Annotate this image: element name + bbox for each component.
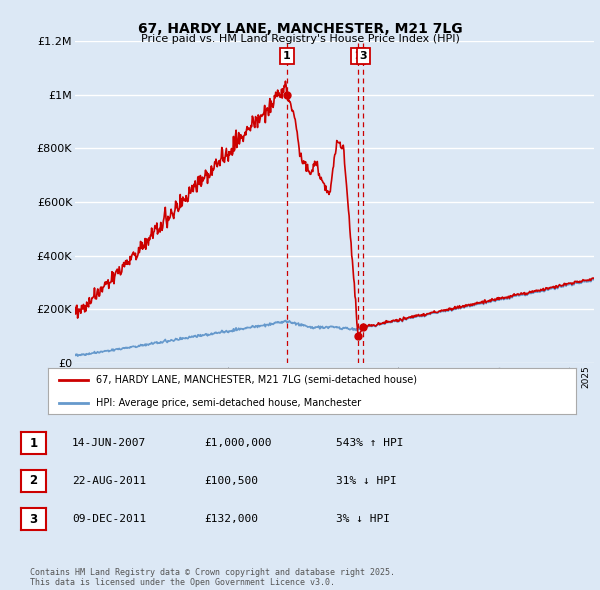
Text: 3% ↓ HPI: 3% ↓ HPI [336, 514, 390, 524]
Text: 1: 1 [283, 51, 291, 61]
Text: 2: 2 [29, 474, 38, 487]
Text: £100,500: £100,500 [204, 476, 258, 486]
Text: 09-DEC-2011: 09-DEC-2011 [72, 514, 146, 524]
Text: £1,000,000: £1,000,000 [204, 438, 271, 448]
Text: 1: 1 [29, 437, 38, 450]
Text: £132,000: £132,000 [204, 514, 258, 524]
Text: 543% ↑ HPI: 543% ↑ HPI [336, 438, 404, 448]
Text: 67, HARDY LANE, MANCHESTER, M21 7LG: 67, HARDY LANE, MANCHESTER, M21 7LG [137, 22, 463, 37]
Text: 3: 3 [29, 513, 38, 526]
Text: 2: 2 [354, 51, 362, 61]
Text: Contains HM Land Registry data © Crown copyright and database right 2025.
This d: Contains HM Land Registry data © Crown c… [30, 568, 395, 587]
Text: 31% ↓ HPI: 31% ↓ HPI [336, 476, 397, 486]
Text: Price paid vs. HM Land Registry's House Price Index (HPI): Price paid vs. HM Land Registry's House … [140, 34, 460, 44]
Text: 67, HARDY LANE, MANCHESTER, M21 7LG (semi-detached house): 67, HARDY LANE, MANCHESTER, M21 7LG (sem… [95, 375, 416, 385]
Text: 22-AUG-2011: 22-AUG-2011 [72, 476, 146, 486]
Text: HPI: Average price, semi-detached house, Manchester: HPI: Average price, semi-detached house,… [95, 398, 361, 408]
Text: 3: 3 [359, 51, 367, 61]
Text: 14-JUN-2007: 14-JUN-2007 [72, 438, 146, 448]
